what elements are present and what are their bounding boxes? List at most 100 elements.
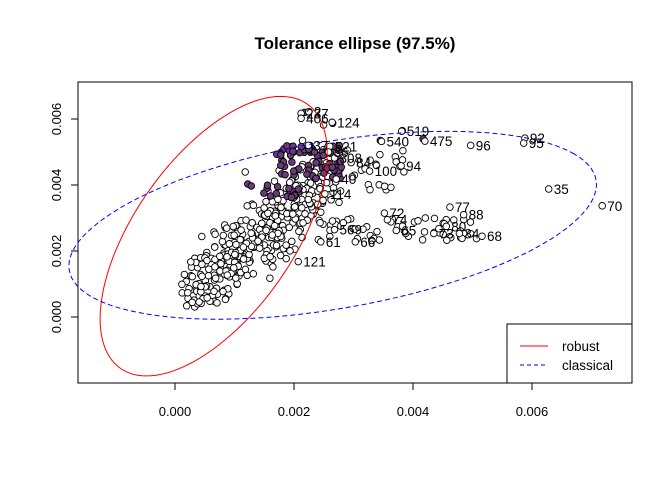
data-point	[211, 263, 219, 271]
data-point	[187, 258, 195, 266]
labeled-point	[380, 209, 389, 217]
data-point	[286, 247, 294, 255]
point-label: 94	[406, 159, 422, 174]
point-label: 70	[607, 199, 622, 214]
data-point	[254, 237, 262, 245]
point-label: 96	[476, 138, 491, 153]
labeled-point	[519, 139, 528, 147]
data-point	[270, 221, 279, 230]
flagged-point	[312, 174, 320, 183]
point-label: 73	[439, 227, 454, 242]
data-point	[231, 250, 239, 259]
data-point	[232, 240, 240, 249]
data-point	[336, 187, 345, 195]
data-point	[398, 222, 407, 230]
flagged-point	[285, 184, 293, 193]
data-point	[210, 243, 219, 251]
flagged-point	[277, 151, 285, 159]
data-point	[277, 203, 285, 212]
data-point	[230, 231, 238, 239]
point-label: 34	[464, 227, 480, 242]
data-point	[466, 218, 475, 226]
data-point	[387, 183, 395, 192]
point-label: 95	[529, 136, 544, 151]
point-label: 84	[356, 156, 372, 171]
flagged-point	[312, 159, 320, 167]
data-point	[232, 274, 240, 282]
data-point	[213, 299, 221, 307]
point-label: 37	[313, 138, 328, 153]
data-point	[255, 244, 264, 252]
point-label: 540	[387, 134, 410, 149]
point-label: 2	[314, 105, 322, 120]
ellipse-robust	[99, 95, 328, 377]
labeled-point	[466, 141, 475, 150]
data-point	[271, 212, 280, 220]
data-point	[285, 223, 293, 232]
data-point	[216, 252, 224, 261]
data-point	[301, 210, 309, 218]
labeled-point	[377, 137, 386, 146]
x-tick-label: 0.006	[516, 404, 549, 419]
point-label: 66	[360, 235, 375, 250]
data-point	[198, 260, 206, 269]
data-point	[262, 226, 270, 235]
x-tick-label: 0.000	[159, 404, 192, 419]
flagged-point	[288, 158, 296, 166]
point-label: 100	[375, 164, 398, 179]
data-points	[178, 107, 606, 311]
data-point	[217, 259, 225, 268]
data-point	[210, 287, 218, 296]
data-point	[399, 146, 407, 155]
data-point	[373, 227, 381, 236]
data-point	[317, 208, 325, 216]
data-point	[328, 217, 337, 225]
data-point	[398, 156, 407, 164]
data-point	[421, 214, 430, 222]
data-point	[306, 179, 315, 187]
data-point	[180, 270, 189, 279]
tolerance-ellipses	[68, 95, 598, 377]
point-label: 308	[340, 151, 363, 166]
labeled-point	[332, 175, 340, 183]
data-point	[295, 227, 303, 236]
point-label: 92	[530, 131, 545, 146]
data-point	[264, 209, 272, 218]
flagged-point	[294, 185, 303, 193]
data-point	[366, 156, 374, 164]
data-point	[375, 236, 384, 244]
data-point	[268, 231, 277, 239]
y-axis: 0.000 0.002 0.004 0.006	[49, 103, 79, 333]
point-label: 74	[392, 213, 408, 228]
flagged-point	[336, 157, 345, 166]
point-label: 521	[335, 139, 358, 154]
point-label: 124	[337, 115, 360, 130]
data-point	[211, 274, 220, 282]
data-point	[351, 225, 359, 233]
flagged-point	[303, 170, 311, 178]
data-point	[188, 272, 197, 281]
data-point	[242, 216, 250, 224]
data-point	[249, 201, 258, 210]
point-label: 406	[306, 111, 329, 126]
data-point	[239, 243, 248, 251]
legend-label-classical: classical	[562, 358, 613, 373]
labeled-point	[397, 162, 405, 170]
point-label: 237	[306, 106, 329, 121]
data-point	[229, 222, 237, 231]
data-point	[203, 256, 211, 265]
data-point	[237, 226, 245, 234]
data-point	[380, 182, 389, 191]
point-label: 35	[554, 182, 569, 197]
point-label: 65	[401, 224, 416, 239]
data-point	[225, 240, 234, 248]
point-label: 114	[330, 187, 352, 202]
labeled-point	[455, 229, 464, 238]
data-point	[247, 229, 255, 237]
labeled-point	[328, 118, 336, 127]
data-point	[304, 195, 313, 204]
data-point	[414, 217, 422, 225]
data-point	[316, 218, 324, 227]
data-point	[289, 210, 297, 218]
